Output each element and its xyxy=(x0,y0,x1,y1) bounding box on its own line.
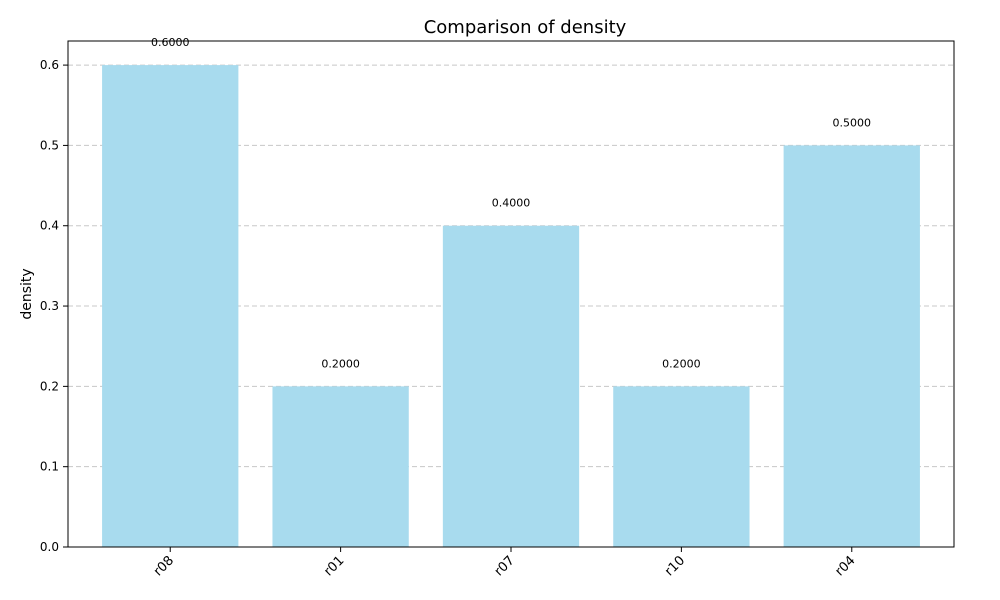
bar-r10 xyxy=(613,386,750,547)
y-tick-label: 0.0 xyxy=(40,540,59,554)
data-label-r01: 0.2000 xyxy=(321,357,360,370)
bar-r04 xyxy=(783,145,920,547)
data-label-r04: 0.5000 xyxy=(833,116,872,129)
bar-r07 xyxy=(442,225,580,547)
y-axis-label: density xyxy=(19,268,35,319)
bars xyxy=(102,65,920,547)
data-label-r08: 0.6000 xyxy=(151,36,190,49)
bar-r08 xyxy=(102,65,239,547)
data-label-r07: 0.4000 xyxy=(492,197,531,210)
y-tick-label: 0.6 xyxy=(40,58,59,72)
y-tick-label: 0.4 xyxy=(40,219,59,233)
y-axis-ticks: 0.0 0.1 0.2 0.3 0.4 0.5 0.6 xyxy=(40,58,68,554)
bar-r01 xyxy=(272,386,409,547)
y-tick-label: 0.2 xyxy=(40,379,59,393)
y-tick-label: 0.1 xyxy=(40,460,59,474)
x-axis-ticks: r08 r01 r07 r10 r04 xyxy=(151,547,859,579)
chart-title: Comparison of density xyxy=(424,17,627,38)
x-tick-label-r10: r10 xyxy=(662,553,688,579)
x-tick-label-r08: r08 xyxy=(151,553,177,579)
data-labels: 0.6000 0.2000 0.4000 0.2000 0.5000 xyxy=(151,36,871,370)
y-tick-label: 0.3 xyxy=(40,299,59,313)
x-tick-label-r07: r07 xyxy=(492,553,518,579)
x-tick-label-r01: r01 xyxy=(321,553,347,579)
y-tick-label: 0.5 xyxy=(40,138,59,152)
data-label-r10: 0.2000 xyxy=(662,357,701,370)
x-tick-label-r04: r04 xyxy=(833,553,859,579)
